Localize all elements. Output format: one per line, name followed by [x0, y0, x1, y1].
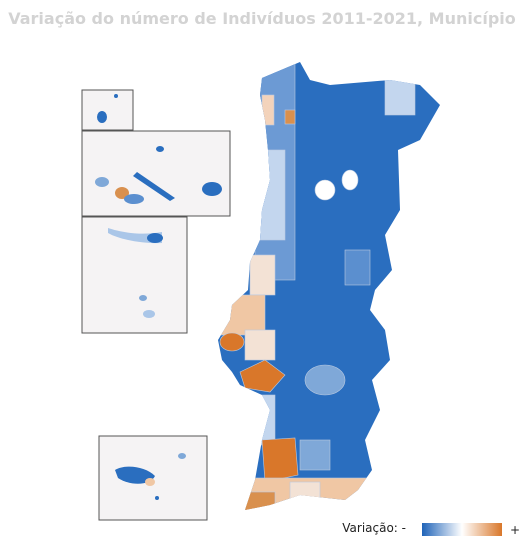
legend-max-label: +	[510, 523, 520, 537]
legend-gradient	[422, 523, 502, 536]
inset-box	[81, 130, 231, 217]
madeira-islands	[115, 453, 186, 500]
legend-label: Variação: -	[342, 521, 406, 535]
inset-box	[81, 89, 134, 131]
map-title: Variação do número de Indivíduos 2011-20…	[8, 9, 516, 28]
mainland	[218, 62, 440, 510]
azores-islands	[95, 94, 222, 318]
